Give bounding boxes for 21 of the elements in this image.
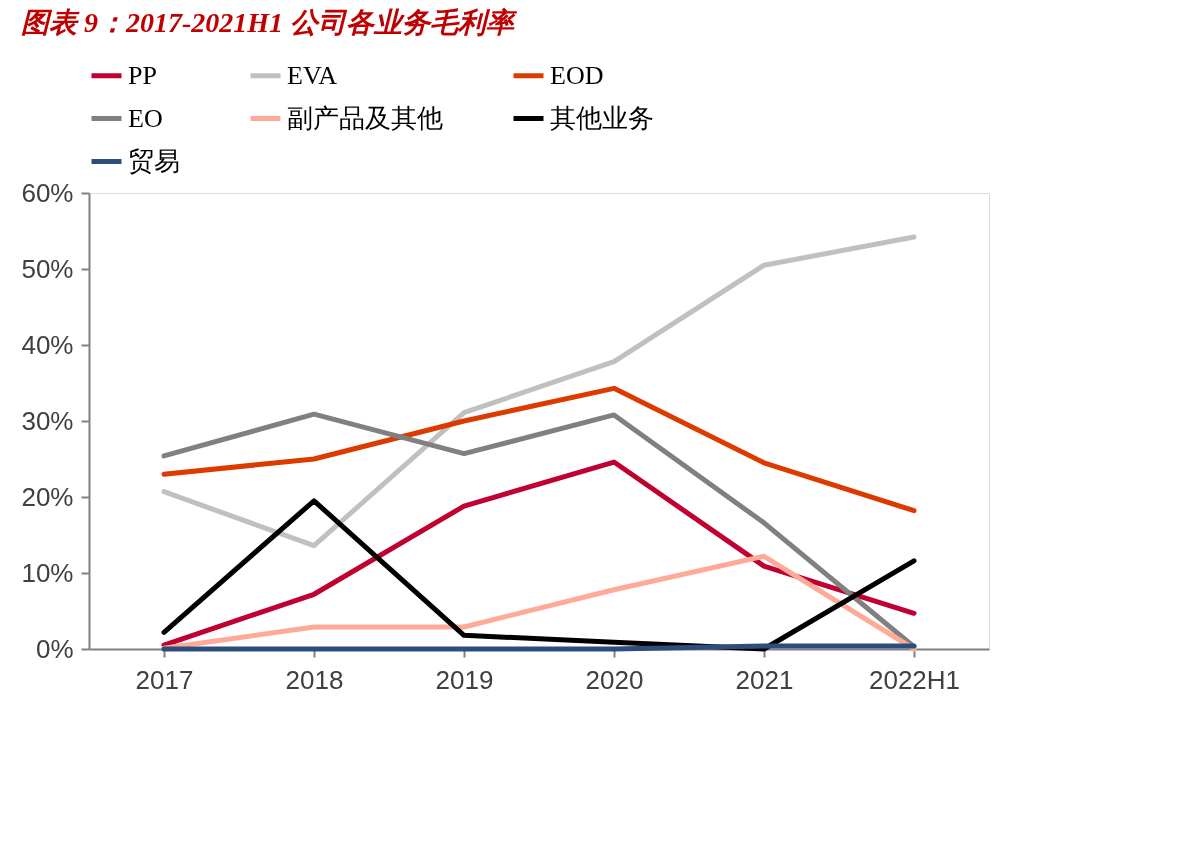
chart-title: 图表 9：2017-2021H1 公司各业务毛利率 <box>20 7 519 38</box>
y-tick-label: 20% <box>21 481 74 512</box>
y-tick-label: 50% <box>21 253 74 284</box>
legend-label: 副产品及其他 <box>287 103 443 133</box>
x-tick-label: 2018 <box>285 664 344 695</box>
legend-label: 贸易 <box>128 146 180 176</box>
x-tick-label: 2020 <box>585 664 644 695</box>
y-tick-label: 60% <box>21 177 74 208</box>
legend-label: EVA <box>287 60 338 90</box>
legend-label: EO <box>128 103 163 133</box>
y-tick-label: 30% <box>21 405 74 436</box>
x-tick-label: 2021 <box>735 664 794 695</box>
x-tick-label: 2022H1 <box>868 664 961 695</box>
legend-label: EOD <box>550 60 604 90</box>
y-tick-label: 40% <box>21 329 74 360</box>
y-tick-label: 0% <box>35 633 74 664</box>
legend-label: PP <box>128 60 157 90</box>
x-tick-label: 2019 <box>435 664 494 695</box>
y-tick-label: 10% <box>21 557 74 588</box>
legend-label: 其他业务 <box>550 103 654 133</box>
x-tick-label: 2017 <box>135 664 194 695</box>
